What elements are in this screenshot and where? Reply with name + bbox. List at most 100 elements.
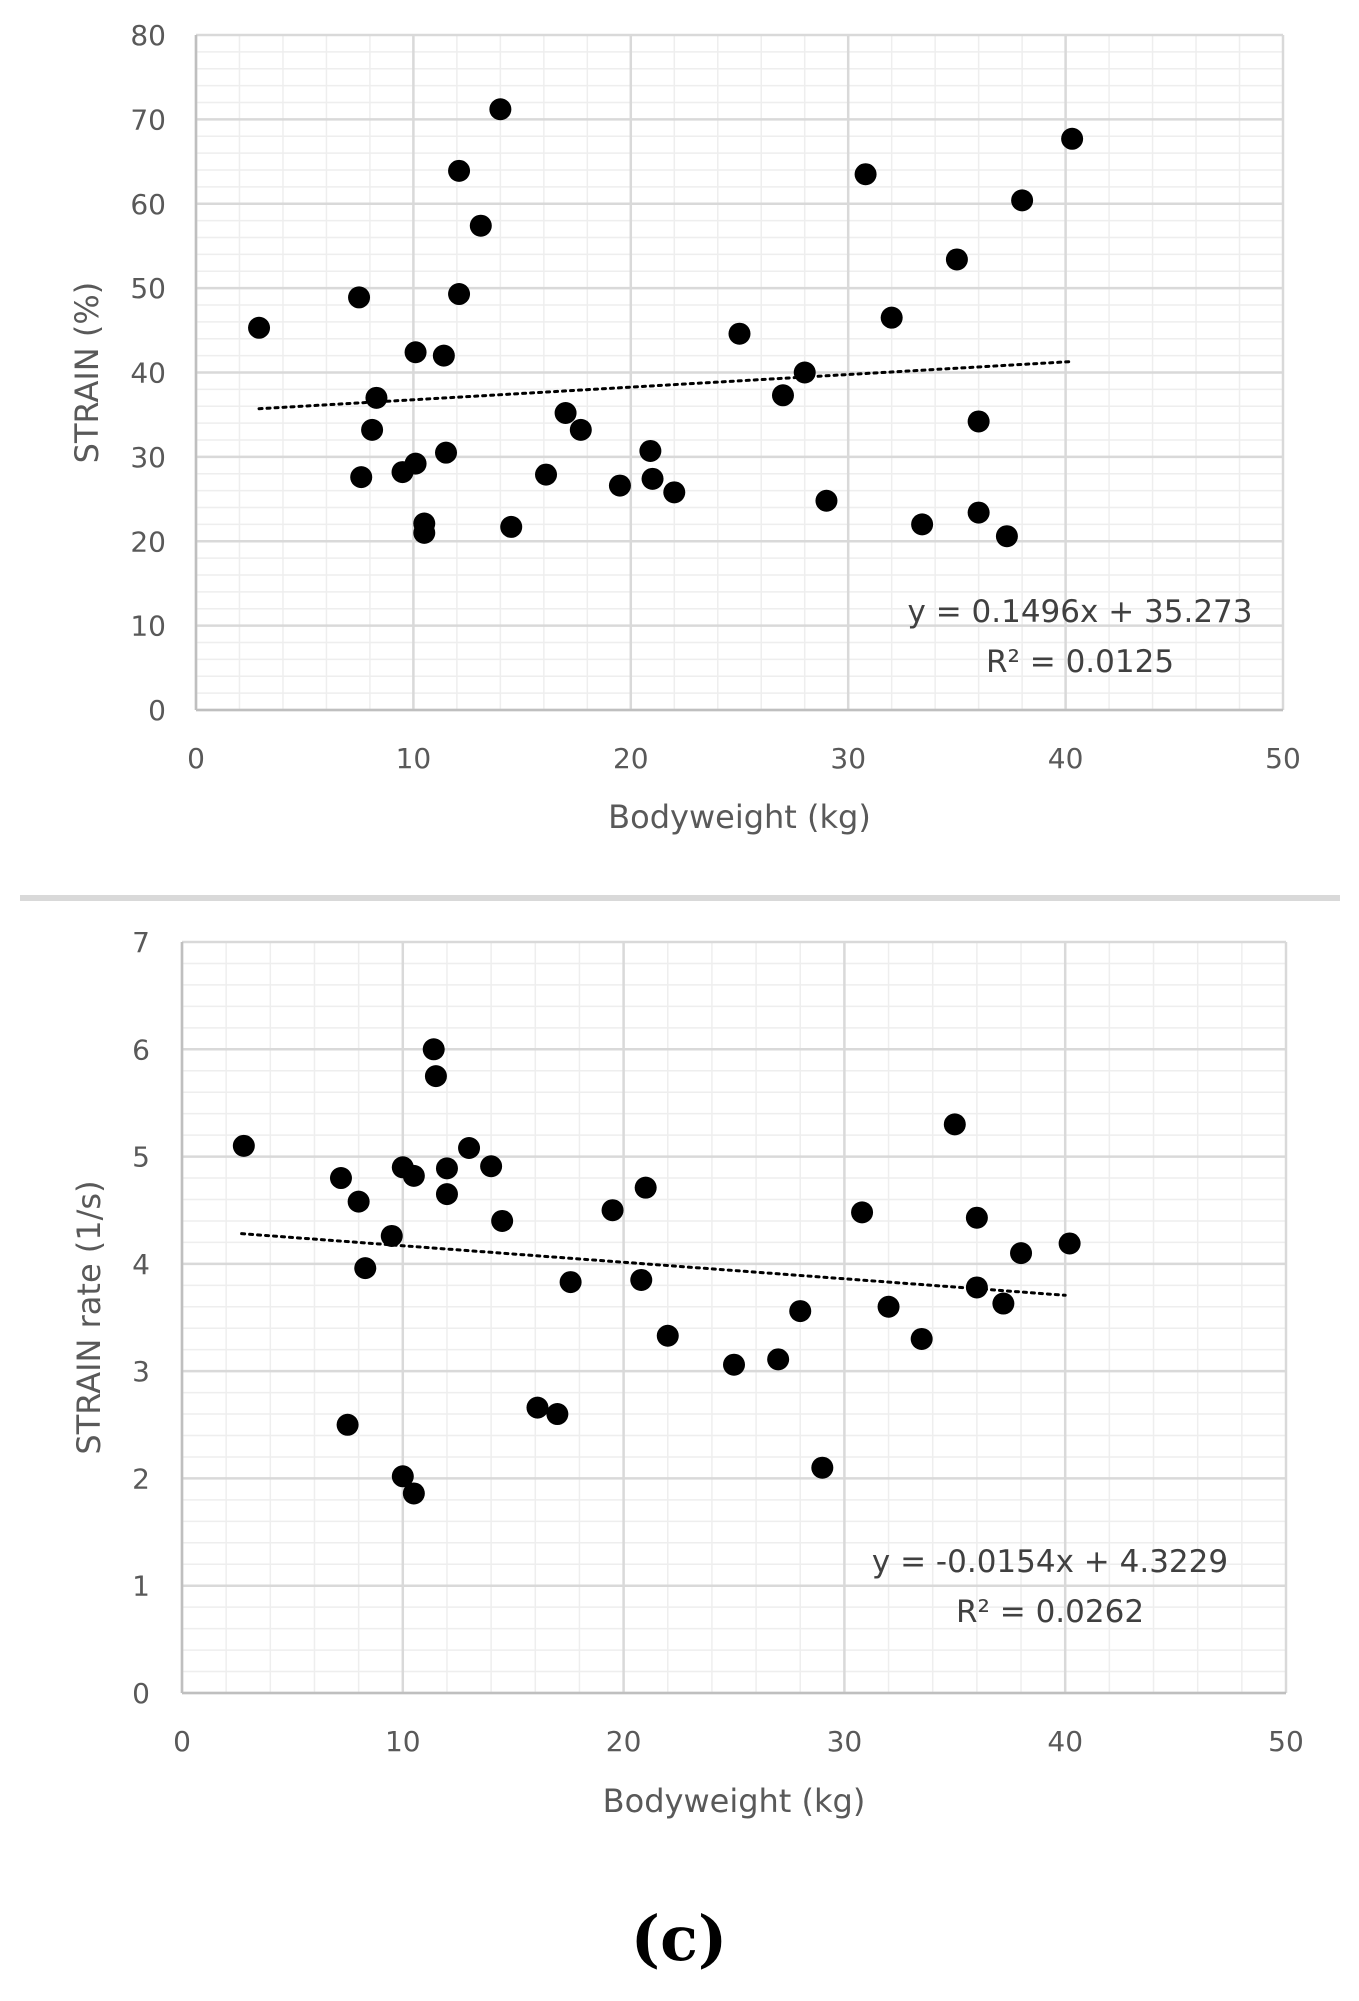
data-point [448, 283, 471, 306]
data-point [630, 1268, 653, 1291]
data-point [448, 159, 471, 182]
x-axis-title: Bodyweight (kg) [608, 798, 871, 836]
x-tick-label: 30 [830, 742, 866, 775]
data-point [526, 1396, 549, 1419]
data-point [336, 1413, 359, 1436]
data-point [943, 1113, 966, 1136]
data-point [489, 98, 512, 121]
y-tick-label: 0 [148, 694, 166, 727]
data-point [663, 481, 686, 504]
x-tick-label: 10 [385, 1725, 421, 1758]
data-point [404, 341, 427, 364]
data-point [911, 513, 934, 536]
data-point [965, 1276, 988, 1299]
y-tick-label: 3 [132, 1355, 150, 1388]
data-point [391, 1465, 414, 1488]
data-point [634, 1176, 657, 1199]
x-tick-label: 40 [1048, 742, 1084, 775]
data-point [435, 1157, 458, 1180]
data-point [1011, 189, 1034, 212]
y-tick-label: 70 [130, 103, 166, 136]
data-point [967, 501, 990, 524]
data-point [554, 402, 577, 424]
data-point [811, 1456, 834, 1479]
data-points [248, 98, 1084, 548]
data-point [329, 1167, 352, 1190]
trendline [240, 1232, 1067, 1297]
y-tick-label: 80 [130, 19, 166, 52]
y-axis-title: STRAIN rate (1/s) [70, 1180, 108, 1454]
data-point [380, 1224, 403, 1247]
data-point [569, 418, 592, 441]
data-point [965, 1206, 988, 1229]
data-point [1058, 1232, 1081, 1255]
x-tick-label: 30 [827, 1725, 863, 1758]
x-tick-label: 20 [613, 742, 649, 775]
y-axis-title: STRAIN (%) [68, 282, 106, 464]
x-axis-title: Bodyweight (kg) [603, 1782, 866, 1820]
y-tick-label: 40 [130, 357, 166, 390]
data-point [559, 1271, 582, 1294]
data-point [361, 418, 384, 441]
x-tick-label: 50 [1265, 742, 1301, 775]
data-point [910, 1327, 933, 1350]
data-point [641, 467, 664, 490]
data-point [424, 1065, 447, 1088]
data-point [435, 1183, 458, 1206]
data-point [354, 1257, 377, 1280]
trendline [257, 360, 1074, 411]
y-tick-label: 0 [132, 1677, 150, 1710]
data-point [432, 344, 455, 367]
panel-label: (c) [631, 1902, 727, 1975]
data-point [422, 1038, 445, 1061]
x-tick-label: 40 [1047, 1725, 1083, 1758]
data-point [500, 515, 523, 538]
y-tick-label: 6 [132, 1033, 150, 1066]
data-point [458, 1136, 481, 1159]
data-point [815, 489, 838, 512]
data-point [723, 1353, 745, 1376]
strain-rate-chart: 0 10 20 30 40 50 0 1 2 3 4 5 6 7 Bodyweight (kg) STRAIN… [70, 926, 1304, 1820]
data-point [767, 1348, 790, 1371]
data-point [469, 214, 492, 237]
x-tick-label: 0 [187, 742, 205, 775]
data-point [728, 322, 751, 345]
x-tick-label: 20 [606, 1725, 642, 1758]
r-squared-label: R² = 0.0262 [956, 1594, 1144, 1630]
y-tick-label: 5 [132, 1141, 150, 1174]
data-point [851, 1201, 874, 1224]
x-tick-label: 0 [173, 1725, 191, 1758]
data-point [350, 466, 373, 489]
data-point [413, 521, 436, 544]
data-point [546, 1403, 569, 1426]
data-point [1010, 1242, 1033, 1265]
data-point [491, 1209, 514, 1232]
data-point [995, 525, 1018, 548]
y-tick-label: 7 [132, 926, 150, 959]
data-point [601, 1199, 624, 1222]
data-point [232, 1134, 255, 1157]
data-point [945, 248, 968, 271]
data-point [608, 474, 631, 497]
data-point [347, 1190, 370, 1213]
data-point [967, 410, 990, 433]
data-point [639, 439, 662, 462]
trendline-equation: y = 0.1496x + 35.273 [908, 594, 1253, 630]
grid [180, 940, 1288, 1695]
data-point [402, 1164, 425, 1187]
trendline-equation: y = -0.0154x + 4.3229 [872, 1544, 1228, 1580]
y-tick-label: 10 [130, 610, 166, 643]
data-point [402, 1482, 425, 1505]
data-point [435, 441, 458, 464]
strain-chart: 0 10 20 30 40 50 0 10 20 30 40 50 60 70 80 Bodyweight (… [68, 19, 1301, 836]
data-point [877, 1295, 900, 1318]
data-point [992, 1292, 1015, 1315]
data-point [365, 386, 388, 409]
data-point [248, 316, 271, 339]
data-point [535, 463, 558, 486]
data-point [404, 452, 427, 475]
data-point [771, 384, 794, 407]
y-tick-label: 1 [132, 1570, 150, 1603]
y-tick-label: 2 [132, 1462, 150, 1495]
y-tick-label: 4 [132, 1248, 150, 1281]
